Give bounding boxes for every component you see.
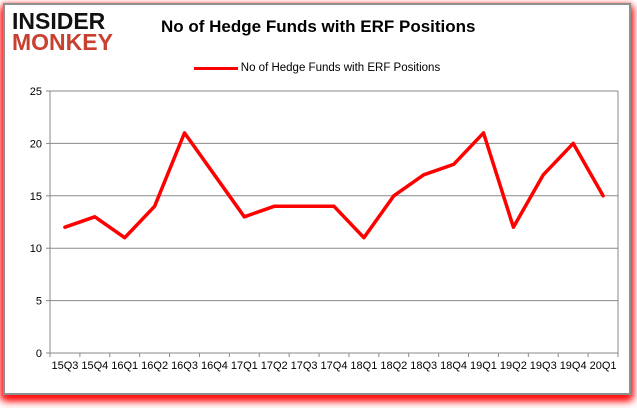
x-tick-label: 17Q4 bbox=[321, 360, 348, 372]
legend-line-swatch bbox=[193, 66, 238, 70]
plot-area: 0 5 10 15 20 25 15Q3 15Q4 16Q1 16Q2 16Q3 16Q4 17Q1 17… bbox=[5, 83, 632, 389]
x-tick-label: 19Q4 bbox=[560, 360, 587, 372]
y-tick-label: 15 bbox=[30, 191, 42, 203]
x-tick-label: 16Q4 bbox=[201, 360, 228, 372]
x-tick-label: 17Q2 bbox=[261, 360, 288, 372]
x-tick-label: 15Q4 bbox=[81, 360, 108, 372]
y-axis-labels: 0 5 10 15 20 25 bbox=[30, 86, 42, 360]
y-tick-label: 10 bbox=[30, 243, 42, 255]
insider-monkey-logo: INSIDER MONKEY bbox=[12, 8, 113, 55]
logo-line2: MONKEY bbox=[12, 29, 113, 55]
logo-line1: INSIDER bbox=[12, 8, 106, 34]
legend-label: No of Hedge Funds with ERF Positions bbox=[240, 62, 441, 74]
gridlines bbox=[46, 90, 618, 354]
y-tick-label: 20 bbox=[30, 138, 42, 150]
x-tick-label: 17Q1 bbox=[231, 360, 258, 372]
series-line bbox=[63, 131, 605, 240]
y-tick-label: 5 bbox=[36, 296, 42, 308]
legend: No of Hedge Funds with ERF Positions bbox=[5, 62, 629, 74]
x-tick-label: 18Q2 bbox=[380, 360, 407, 372]
y-tick-label: 25 bbox=[30, 86, 42, 98]
x-tick-label: 16Q3 bbox=[171, 360, 198, 372]
x-tick-label: 19Q2 bbox=[500, 360, 527, 372]
x-tick-label: 20Q1 bbox=[590, 360, 617, 372]
x-axis-labels: 15Q3 15Q4 16Q1 16Q2 16Q3 16Q4 17Q1 17Q2 17Q3 17Q4… bbox=[51, 360, 616, 372]
y-tick-label: 0 bbox=[36, 348, 42, 360]
x-tick-label: 16Q1 bbox=[111, 360, 138, 372]
x-tick-label: 19Q1 bbox=[470, 360, 497, 372]
x-tick-label: 17Q3 bbox=[291, 360, 318, 372]
chart-card: INSIDER MONKEY No of Hedge Funds with ER… bbox=[3, 3, 631, 395]
x-tick-label: 19Q3 bbox=[530, 360, 557, 372]
x-tick-label: 16Q2 bbox=[141, 360, 168, 372]
x-tick-label: 18Q4 bbox=[440, 360, 467, 372]
x-tick-label: 15Q3 bbox=[51, 360, 78, 372]
chart-title: No of Hedge Funds with ERF Positions bbox=[161, 17, 476, 36]
x-tick-label: 18Q3 bbox=[410, 360, 437, 372]
axes bbox=[49, 91, 619, 357]
x-tick-label: 18Q1 bbox=[350, 360, 377, 372]
